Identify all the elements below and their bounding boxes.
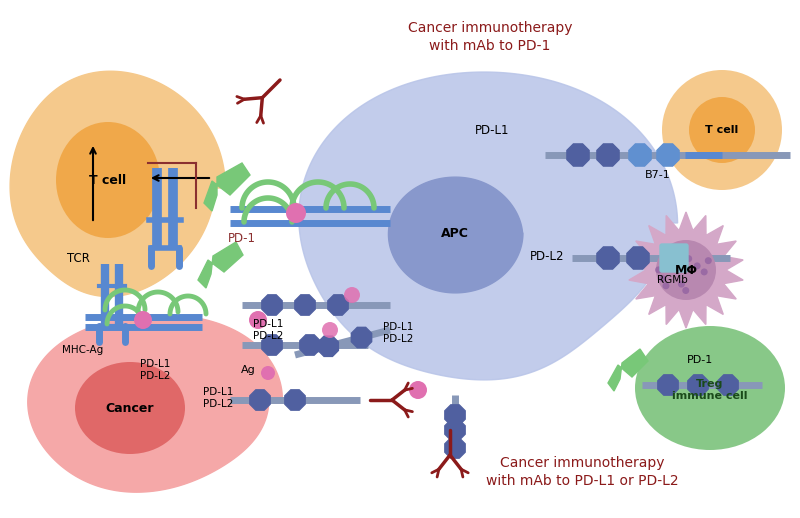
Circle shape	[701, 268, 708, 276]
Text: PD-L1
PD-L2: PD-L1 PD-L2	[140, 359, 170, 381]
Text: Ag: Ag	[241, 365, 255, 375]
Text: T cell: T cell	[90, 174, 126, 186]
Text: PD-L1: PD-L1	[474, 123, 510, 137]
Ellipse shape	[635, 326, 785, 450]
Polygon shape	[718, 375, 738, 395]
Circle shape	[409, 381, 427, 399]
Circle shape	[344, 287, 360, 303]
Polygon shape	[198, 242, 243, 288]
Ellipse shape	[56, 122, 160, 238]
Polygon shape	[328, 295, 348, 315]
Polygon shape	[627, 247, 649, 269]
Text: MHC-Ag: MHC-Ag	[62, 345, 104, 355]
Circle shape	[322, 322, 338, 338]
Text: Cancer immunotherapy: Cancer immunotherapy	[408, 21, 572, 35]
Text: PD-L1
PD-L2: PD-L1 PD-L2	[203, 387, 233, 409]
Polygon shape	[608, 349, 648, 391]
Polygon shape	[300, 335, 320, 355]
Polygon shape	[629, 212, 743, 328]
Polygon shape	[445, 420, 465, 440]
FancyBboxPatch shape	[660, 244, 688, 272]
Circle shape	[261, 366, 275, 380]
Text: MΦ: MΦ	[674, 264, 698, 277]
Polygon shape	[629, 144, 651, 166]
Polygon shape	[688, 375, 708, 395]
Polygon shape	[597, 247, 619, 269]
Circle shape	[705, 257, 712, 264]
Circle shape	[676, 255, 683, 263]
Polygon shape	[250, 390, 270, 410]
Polygon shape	[204, 163, 250, 211]
Circle shape	[678, 281, 685, 287]
Text: B7-1: B7-1	[645, 170, 671, 180]
Polygon shape	[262, 335, 282, 355]
Text: Cancer: Cancer	[106, 401, 154, 414]
Polygon shape	[10, 71, 226, 296]
Text: PD-L1
PD-L2: PD-L1 PD-L2	[253, 319, 283, 341]
Text: RGMb: RGMb	[657, 275, 687, 285]
Text: with mAb to PD-L1 or PD-L2: with mAb to PD-L1 or PD-L2	[486, 474, 678, 488]
Ellipse shape	[75, 362, 185, 454]
Text: T cell: T cell	[706, 125, 738, 135]
Polygon shape	[567, 144, 589, 166]
Circle shape	[662, 282, 670, 289]
Polygon shape	[295, 295, 315, 315]
Ellipse shape	[689, 97, 755, 163]
Circle shape	[656, 240, 716, 300]
Polygon shape	[597, 144, 619, 166]
Text: with mAb to PD-1: with mAb to PD-1	[430, 39, 550, 53]
Circle shape	[682, 287, 690, 294]
Polygon shape	[445, 405, 465, 425]
Polygon shape	[658, 375, 678, 395]
Text: PD-L2: PD-L2	[530, 250, 565, 263]
Circle shape	[286, 203, 306, 223]
Polygon shape	[28, 315, 282, 492]
Polygon shape	[318, 336, 338, 356]
Text: PD-1: PD-1	[228, 232, 256, 244]
Text: APC: APC	[441, 226, 469, 239]
Circle shape	[694, 263, 701, 269]
Text: TCR: TCR	[66, 252, 90, 265]
Polygon shape	[262, 295, 282, 315]
Text: Cancer immunotherapy: Cancer immunotherapy	[500, 456, 664, 470]
Polygon shape	[657, 144, 679, 166]
Text: PD-1: PD-1	[687, 355, 713, 365]
Polygon shape	[389, 177, 523, 293]
Circle shape	[685, 255, 692, 262]
Text: Treg
immune cell: Treg immune cell	[672, 379, 748, 401]
Polygon shape	[298, 72, 678, 380]
Circle shape	[249, 311, 267, 329]
Polygon shape	[445, 438, 465, 458]
Circle shape	[655, 266, 662, 274]
Text: PD-L1
PD-L2: PD-L1 PD-L2	[383, 322, 413, 344]
Polygon shape	[285, 390, 305, 410]
Circle shape	[134, 311, 152, 329]
Circle shape	[659, 275, 666, 282]
Polygon shape	[351, 327, 372, 348]
Ellipse shape	[662, 70, 782, 190]
